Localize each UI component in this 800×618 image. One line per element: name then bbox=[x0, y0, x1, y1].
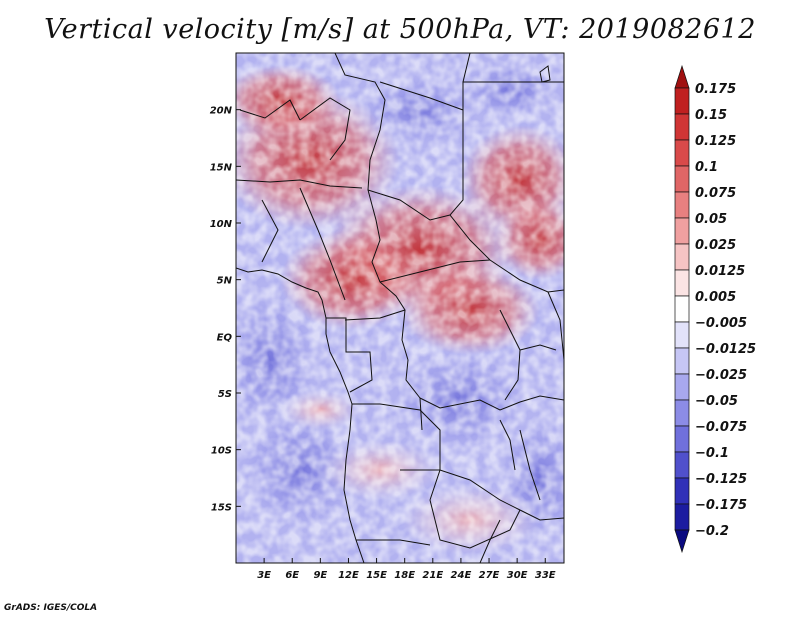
latitude-tick-label: EQ bbox=[217, 332, 233, 343]
colorbar-segment bbox=[674, 165, 690, 193]
border-line bbox=[334, 53, 409, 361]
map-border bbox=[235, 52, 565, 564]
border-line bbox=[239, 99, 301, 121]
colorbar-label: −0.005 bbox=[695, 316, 747, 331]
colorbar-label: −0.05 bbox=[695, 394, 738, 409]
vertical-velocity-field bbox=[236, 53, 564, 563]
colorbar-label: 0.005 bbox=[695, 290, 736, 305]
border-line bbox=[352, 403, 441, 501]
colorbar-segment bbox=[674, 425, 690, 453]
coastline-west bbox=[236, 267, 365, 563]
latitude-tick-label: 20N bbox=[210, 106, 233, 117]
border-line bbox=[299, 97, 351, 161]
colorbar-segment bbox=[674, 269, 690, 297]
latitude-tick-label: 15N bbox=[210, 162, 233, 173]
colorbar-segment bbox=[674, 373, 690, 401]
border-line bbox=[379, 259, 491, 283]
border-line bbox=[519, 429, 541, 501]
colorbar-label: −0.2 bbox=[695, 524, 729, 539]
colorbar-label: −0.0125 bbox=[695, 342, 756, 357]
border-line bbox=[429, 499, 521, 549]
colorbar-segment bbox=[674, 451, 690, 479]
colorbar-label: 0.0125 bbox=[695, 264, 745, 279]
grads-credit: GrADS: IGES/COLA bbox=[4, 603, 98, 613]
longitude-axis: 3E 6E 9E 12E 15E 18E 21E 24E 27E 30E 33E bbox=[257, 558, 556, 581]
border-line bbox=[344, 309, 406, 321]
longitude-tick-label: 27E bbox=[479, 570, 500, 581]
colorbar-segment bbox=[674, 399, 690, 427]
lake-outline bbox=[519, 344, 557, 351]
border-line bbox=[367, 189, 451, 221]
colorbar-segment bbox=[674, 113, 690, 141]
colorbar-label: −0.125 bbox=[695, 472, 747, 487]
border-line bbox=[299, 187, 346, 301]
border-line bbox=[419, 395, 564, 411]
colorbar-label: −0.1 bbox=[695, 446, 729, 461]
colorbar-top-triangle bbox=[674, 64, 690, 89]
longitude-tick-label: 24E bbox=[451, 570, 472, 581]
colorbar-segment bbox=[674, 321, 690, 349]
border-line bbox=[261, 199, 279, 263]
colorbar-label: −0.025 bbox=[695, 368, 747, 383]
longitude-tick-label: 15E bbox=[366, 570, 387, 581]
colorbar-bottom-triangle bbox=[674, 529, 690, 554]
latitude-axis: 20N 15N 10N 5N EQ 5S 10S 15S bbox=[210, 106, 241, 513]
colorbar-label: 0.15 bbox=[695, 108, 727, 123]
coastline-east bbox=[539, 65, 551, 83]
colorbar-segment bbox=[674, 503, 690, 531]
latitude-tick-label: 10S bbox=[211, 446, 232, 457]
lake-outline bbox=[499, 419, 516, 471]
longitude-tick-label: 33E bbox=[535, 570, 556, 581]
longitude-tick-label: 3E bbox=[257, 570, 271, 581]
border-line bbox=[379, 81, 564, 293]
border-line bbox=[400, 469, 521, 511]
colorbar-segment bbox=[674, 87, 690, 115]
colorbar-segment bbox=[674, 477, 690, 505]
border-line bbox=[356, 539, 431, 546]
colorbar-segment bbox=[674, 217, 690, 245]
colorbar-segment bbox=[674, 139, 690, 167]
colorbar-segment bbox=[674, 295, 690, 323]
colorbar-segment bbox=[674, 243, 690, 271]
longitude-tick-label: 12E bbox=[338, 570, 359, 581]
longitude-tick-label: 30E bbox=[507, 570, 528, 581]
border-line bbox=[236, 179, 363, 189]
colorbar-label: 0.1 bbox=[695, 160, 718, 175]
colorbar-label: −0.175 bbox=[695, 498, 747, 513]
border-line bbox=[326, 317, 373, 393]
colorbar-label: 0.075 bbox=[695, 186, 736, 201]
longitude-tick-label: 6E bbox=[285, 570, 299, 581]
border-line bbox=[462, 53, 471, 83]
border-line bbox=[519, 509, 564, 521]
border-line bbox=[547, 291, 564, 361]
colorbar-segment bbox=[674, 191, 690, 219]
latitude-tick-label: 5S bbox=[218, 389, 232, 400]
longitude-tick-label: 9E bbox=[313, 570, 327, 581]
colorbar-label: 0.025 bbox=[695, 238, 736, 253]
latitude-tick-label: 15S bbox=[211, 502, 232, 513]
colorbar-label: 0.125 bbox=[695, 134, 736, 149]
latitude-tick-label: 10N bbox=[210, 219, 233, 230]
border-line bbox=[405, 359, 423, 431]
border-line bbox=[479, 519, 501, 563]
longitude-tick-label: 21E bbox=[422, 570, 443, 581]
colorbar-label: 0.05 bbox=[695, 212, 727, 227]
colorbar-segment bbox=[674, 347, 690, 375]
colorbar: 0.175 0.15 0.125 0.1 0.075 0.05 0.025 0.0125 0.0… bbox=[674, 64, 756, 554]
colorbar-label: 0.175 bbox=[695, 82, 736, 97]
colorbar-label: −0.075 bbox=[695, 420, 747, 435]
longitude-tick-label: 18E bbox=[394, 570, 415, 581]
country-borders bbox=[236, 53, 564, 563]
latitude-tick-label: 5N bbox=[217, 276, 233, 287]
chart-title: Vertical velocity [m/s] at 500hPa, VT: 2… bbox=[44, 14, 756, 45]
